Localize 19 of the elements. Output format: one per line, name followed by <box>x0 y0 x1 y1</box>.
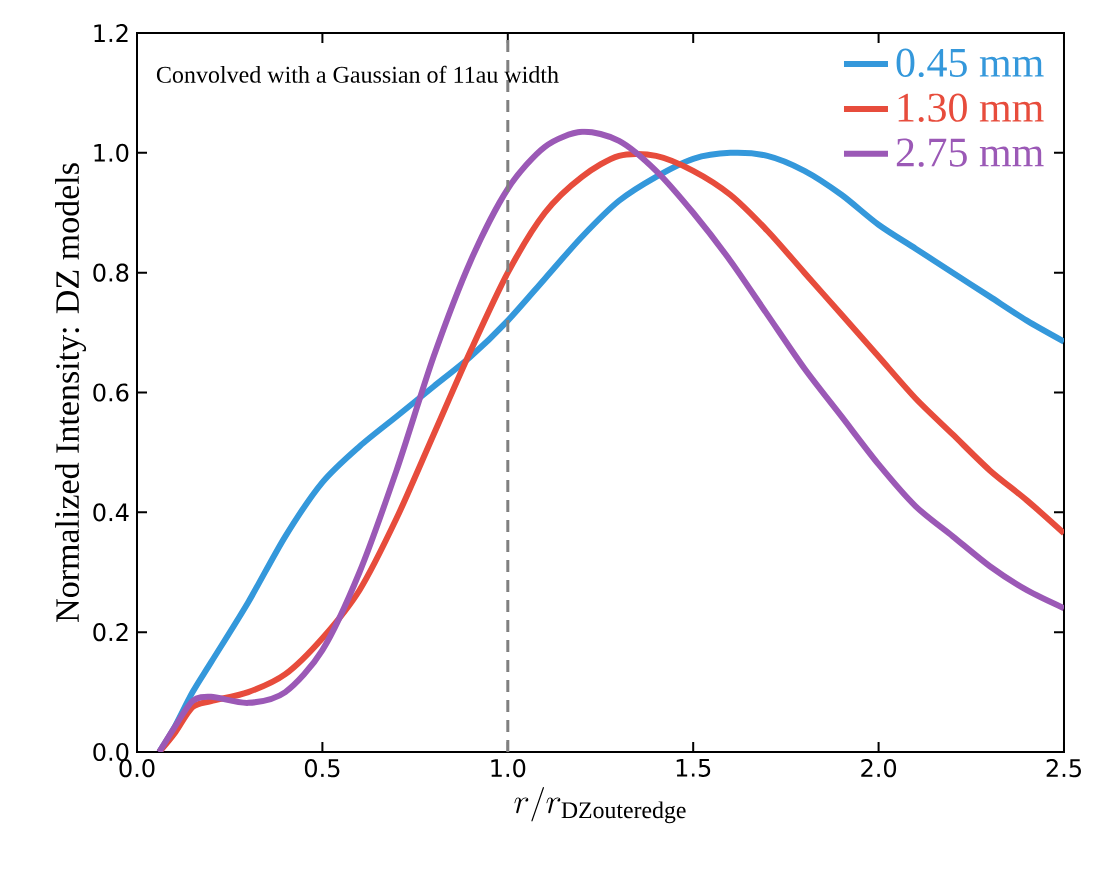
x-tick-label: 1.5 <box>676 759 711 777</box>
y-tick-label: 1.0 <box>94 143 129 162</box>
y-axis-title: Normalized Intensity: DZ models <box>55 163 87 622</box>
x-tick-label: 2.0 <box>861 759 897 778</box>
legend-label: 2.75 mm <box>896 138 1044 167</box>
y-tick-label: 0.2 <box>93 623 128 642</box>
y-tick-label: 0.6 <box>93 383 129 402</box>
annotation: Convolved with a Gaussian of 11au width <box>156 65 559 83</box>
x-tick-label: 2.5 <box>1046 759 1081 778</box>
x-tick-label: 0.0 <box>119 759 155 778</box>
y-tick-label: 1.2 <box>94 24 128 42</box>
legend-label: 1.30 mm <box>898 93 1044 123</box>
x-tick-label: 1.0 <box>491 759 526 778</box>
y-tick-label: 0.0 <box>93 742 129 762</box>
y-tick-label: 0.4 <box>93 503 129 522</box>
x-axis-title: $r/r_{\mathrm{DZouteredge}}$ <box>514 786 686 824</box>
legend-label: 0.45 mm <box>896 48 1044 78</box>
y-tick-label: 0.8 <box>93 263 129 282</box>
x-tick-label: 0.5 <box>304 759 340 778</box>
